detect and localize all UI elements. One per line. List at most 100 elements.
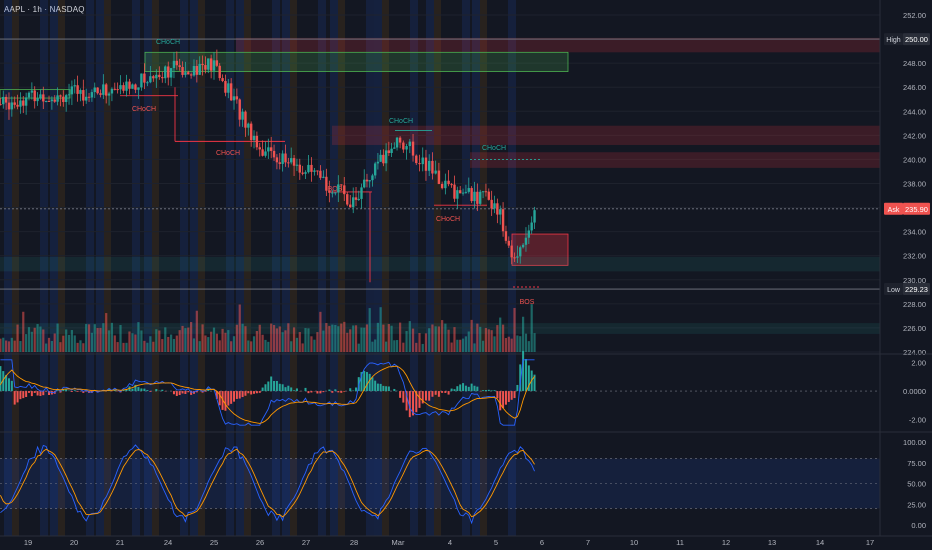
volume-bar [444,323,447,352]
time-tick-label: 4 [448,538,452,547]
candle-body [16,104,19,107]
candle-body [56,95,59,102]
macd-histogram-bar [2,371,5,392]
candle-body [238,99,241,120]
volume-bar [218,340,221,352]
session-shade [472,0,480,536]
macd-histogram-bar [459,384,462,392]
volume-bar [470,319,473,352]
candle-body [4,96,8,103]
candle-body [395,137,399,148]
volume-bar [399,322,402,352]
volume-bar [516,335,519,352]
candle-body [402,142,405,150]
candle-body [444,180,447,189]
macd-histogram-bar [393,388,396,392]
volume-bar [2,337,5,352]
macd-histogram-bar [322,391,325,393]
macd-histogram-bar [255,391,258,394]
macd-histogram-bar [161,389,164,392]
candle-body [149,76,152,83]
candle-body [360,187,363,199]
candle-body [470,188,473,202]
volume-bar [50,340,53,352]
volume-bar [441,320,444,352]
session-shade [462,0,470,536]
price-tick-label: 232.00 [903,252,926,261]
macd-histogram-bar [340,391,343,393]
macd-histogram-bar [376,383,379,392]
macd-histogram-bar [328,389,331,392]
session-shade [58,0,65,536]
volume-bar [374,339,377,352]
candle-body [178,65,181,68]
volume-bar [204,335,207,352]
macd-histogram-bar [187,391,190,393]
candle-body [513,257,516,259]
volume-bar [363,327,366,352]
candle-body [316,170,319,172]
session-shade [198,0,205,536]
macd-histogram-bar [250,391,253,395]
volume-bar [164,327,167,352]
price-tick-label: 228.00 [903,300,926,309]
volume-bar [461,338,465,352]
candle-body [113,88,116,90]
macd-histogram-bar [5,375,8,392]
volume-bar [113,335,116,352]
volume-bar [365,324,369,352]
price-tick-label: 242.00 [903,131,926,140]
candle-body [189,74,193,76]
volume-bar [287,323,290,352]
macd-histogram-bar [334,389,337,392]
price-tick-label: 238.00 [903,180,926,189]
volume-bar [116,342,119,352]
candle-body [67,94,71,96]
time-tick-label: 26 [256,538,264,547]
candle-body [284,153,287,163]
candles [0,49,536,265]
volume-bar [47,337,51,352]
macd-histogram-bar [444,391,447,393]
volume-bar [290,341,293,352]
volume-bar [354,325,358,352]
volume-bar [476,323,479,352]
volume-bar [524,333,528,352]
candle-body [164,66,167,79]
candle-body [313,170,316,172]
macd-histogram-bar [273,381,276,392]
annotation-label: CHoCH [156,39,180,46]
session-shade [318,0,326,536]
volume-bar [301,343,304,352]
candle-body [357,198,360,200]
volume-bar [360,327,363,352]
stoch-tick-label: 25.00 [907,500,926,509]
candle-body [418,163,421,165]
macd-histogram-bar [437,391,440,397]
macd-histogram-bar [48,391,51,395]
macd-histogram-bar [224,391,227,411]
candle-body [298,164,301,173]
session-shade [152,0,159,536]
macd-histogram-bar [76,391,79,392]
candle-body [434,170,437,174]
macd-histogram-bar [319,391,322,394]
candle-body [207,58,210,70]
candle-body [507,240,511,246]
volume-bar [382,324,385,352]
volume-bar [385,341,388,352]
macd-tick-label: 0.0000 [903,387,926,396]
volume-bar [340,323,343,352]
candle-body [87,96,91,98]
macd-histogram-bar [310,391,313,393]
volume-bar [178,330,181,352]
annotation-label: CHoCH [482,145,506,152]
volume-bar [33,327,36,352]
volume-bar [411,328,415,352]
candle-body [90,92,94,98]
macd-histogram-bar [441,391,444,393]
macd-histogram-bar [464,385,467,392]
candle-body [424,157,428,171]
candle-body [484,191,488,193]
